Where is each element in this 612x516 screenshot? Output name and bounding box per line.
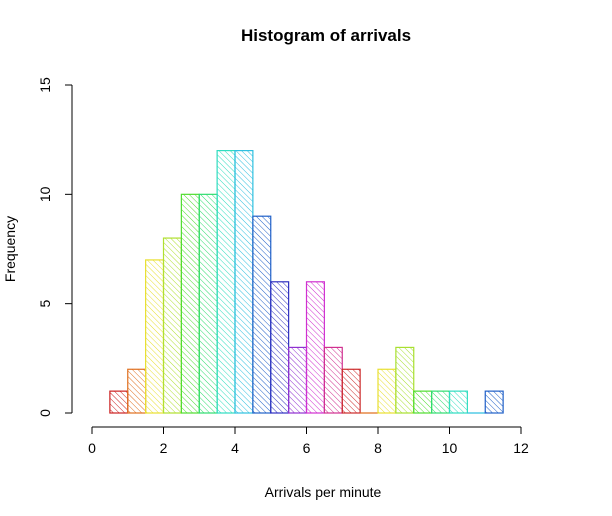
x-tick-label: 2 [160,440,168,456]
y-tick-label: 15 [37,77,53,93]
y-tick-label: 10 [37,186,53,202]
histogram-bar [270,281,290,414]
histogram-bar [413,390,433,414]
histogram-bar [252,215,272,414]
histogram-bar [448,390,468,414]
histogram-bar [162,237,182,414]
chart-title: Histogram of arrivals [241,26,411,45]
histogram-bar [395,346,415,414]
histogram-bar [109,390,129,414]
x-axis-label: Arrivals per minute [265,484,382,500]
histogram-bar [341,368,361,414]
histogram-bar [198,193,218,414]
y-tick-label: 5 [37,300,53,308]
bars-group [109,150,504,414]
x-tick-label: 0 [88,440,96,456]
x-tick-label: 8 [374,440,382,456]
histogram-bar [484,390,504,414]
x-tick-label: 12 [513,440,529,456]
histogram-bar [323,346,343,414]
y-tick-label: 0 [37,409,53,417]
histogram-bar [377,368,397,414]
histogram-bar [288,346,308,414]
histogram-bar [431,390,451,414]
histogram-bar [216,150,236,414]
y-axis-label: Frequency [2,216,18,282]
histogram-bar [127,368,147,414]
x-tick-label: 6 [303,440,311,456]
y-axis: 0 5 10 15 [37,77,73,417]
histogram-bar [234,150,254,414]
histogram-bar [305,281,325,414]
x-tick-label: 10 [442,440,458,456]
histogram-bar [145,259,165,414]
x-axis: 0 2 4 6 8 10 12 [88,426,529,456]
histogram-bar [180,193,200,414]
x-tick-label: 4 [231,440,239,456]
